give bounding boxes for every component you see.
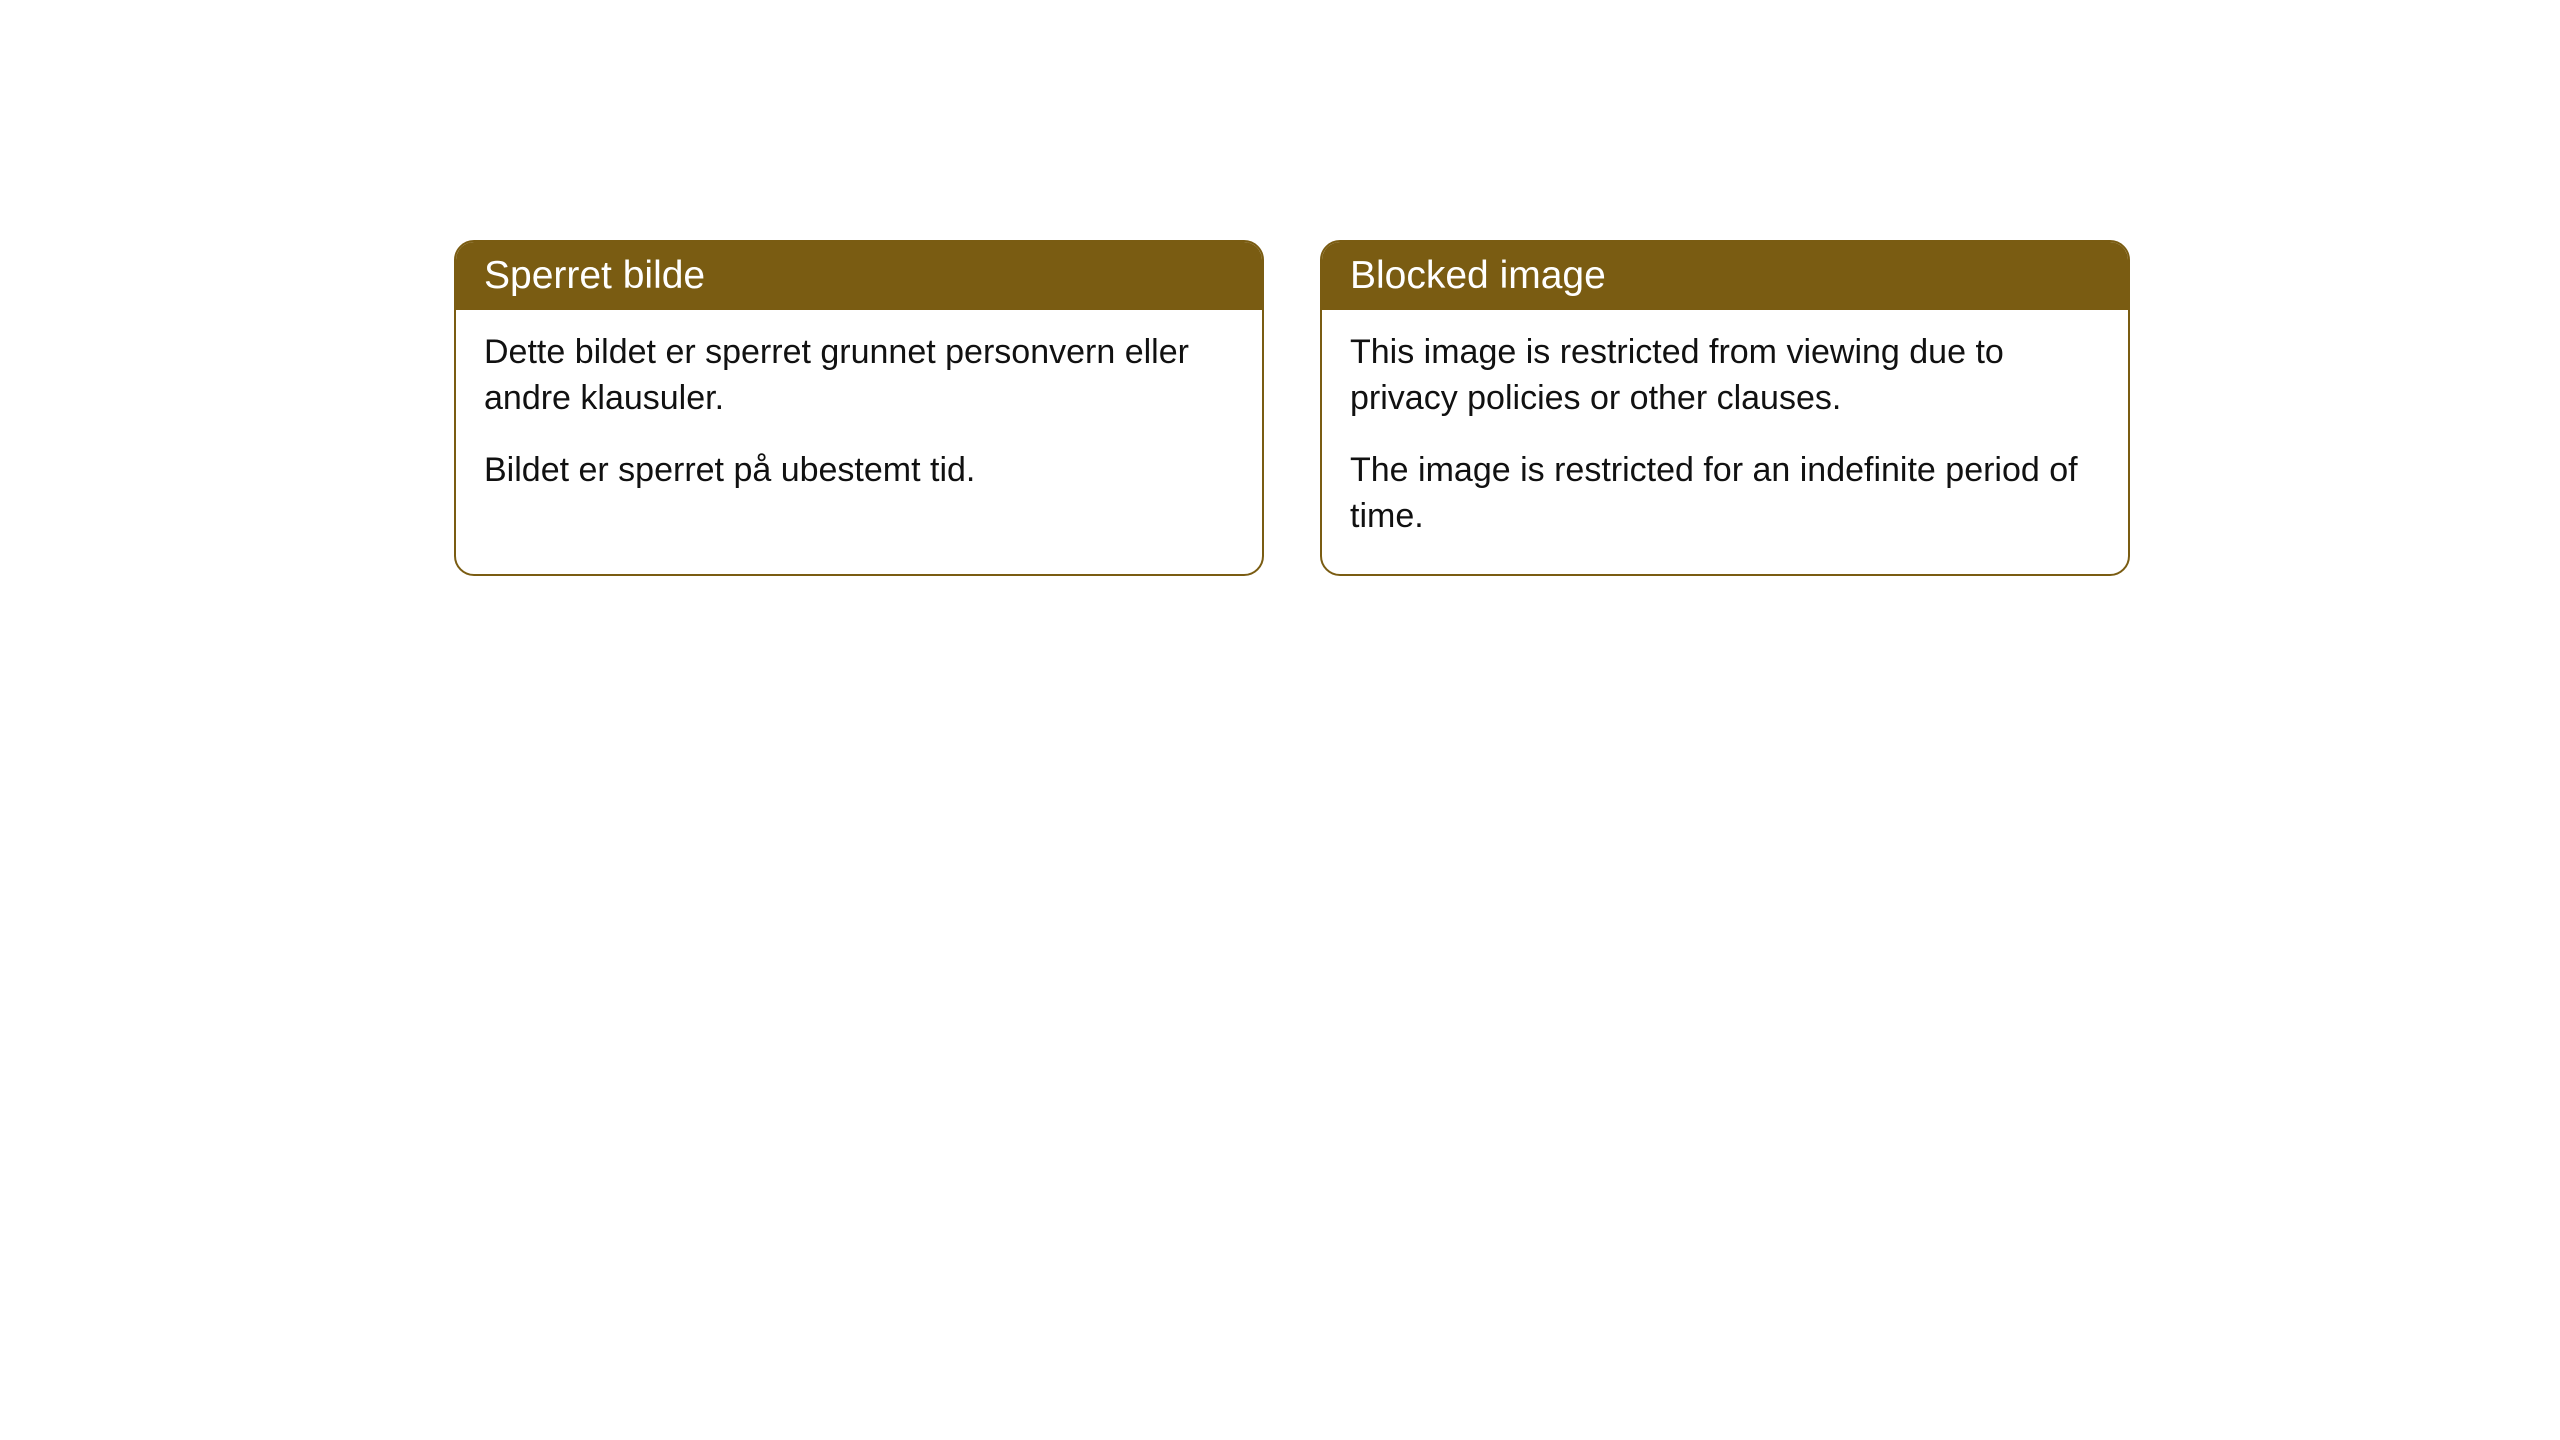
- card-text-no-2: Bildet er sperret på ubestemt tid.: [484, 448, 1234, 494]
- blocked-image-card-no: Sperret bilde Dette bildet er sperret gr…: [454, 240, 1264, 576]
- card-body-en: This image is restricted from viewing du…: [1322, 310, 2128, 574]
- card-header-no: Sperret bilde: [456, 242, 1262, 310]
- card-header-en: Blocked image: [1322, 242, 2128, 310]
- card-text-en-1: This image is restricted from viewing du…: [1350, 330, 2100, 422]
- card-body-no: Dette bildet er sperret grunnet personve…: [456, 310, 1262, 528]
- blocked-image-notice-container: Sperret bilde Dette bildet er sperret gr…: [454, 240, 2560, 576]
- card-text-en-2: The image is restricted for an indefinit…: [1350, 448, 2100, 540]
- blocked-image-card-en: Blocked image This image is restricted f…: [1320, 240, 2130, 576]
- card-text-no-1: Dette bildet er sperret grunnet personve…: [484, 330, 1234, 422]
